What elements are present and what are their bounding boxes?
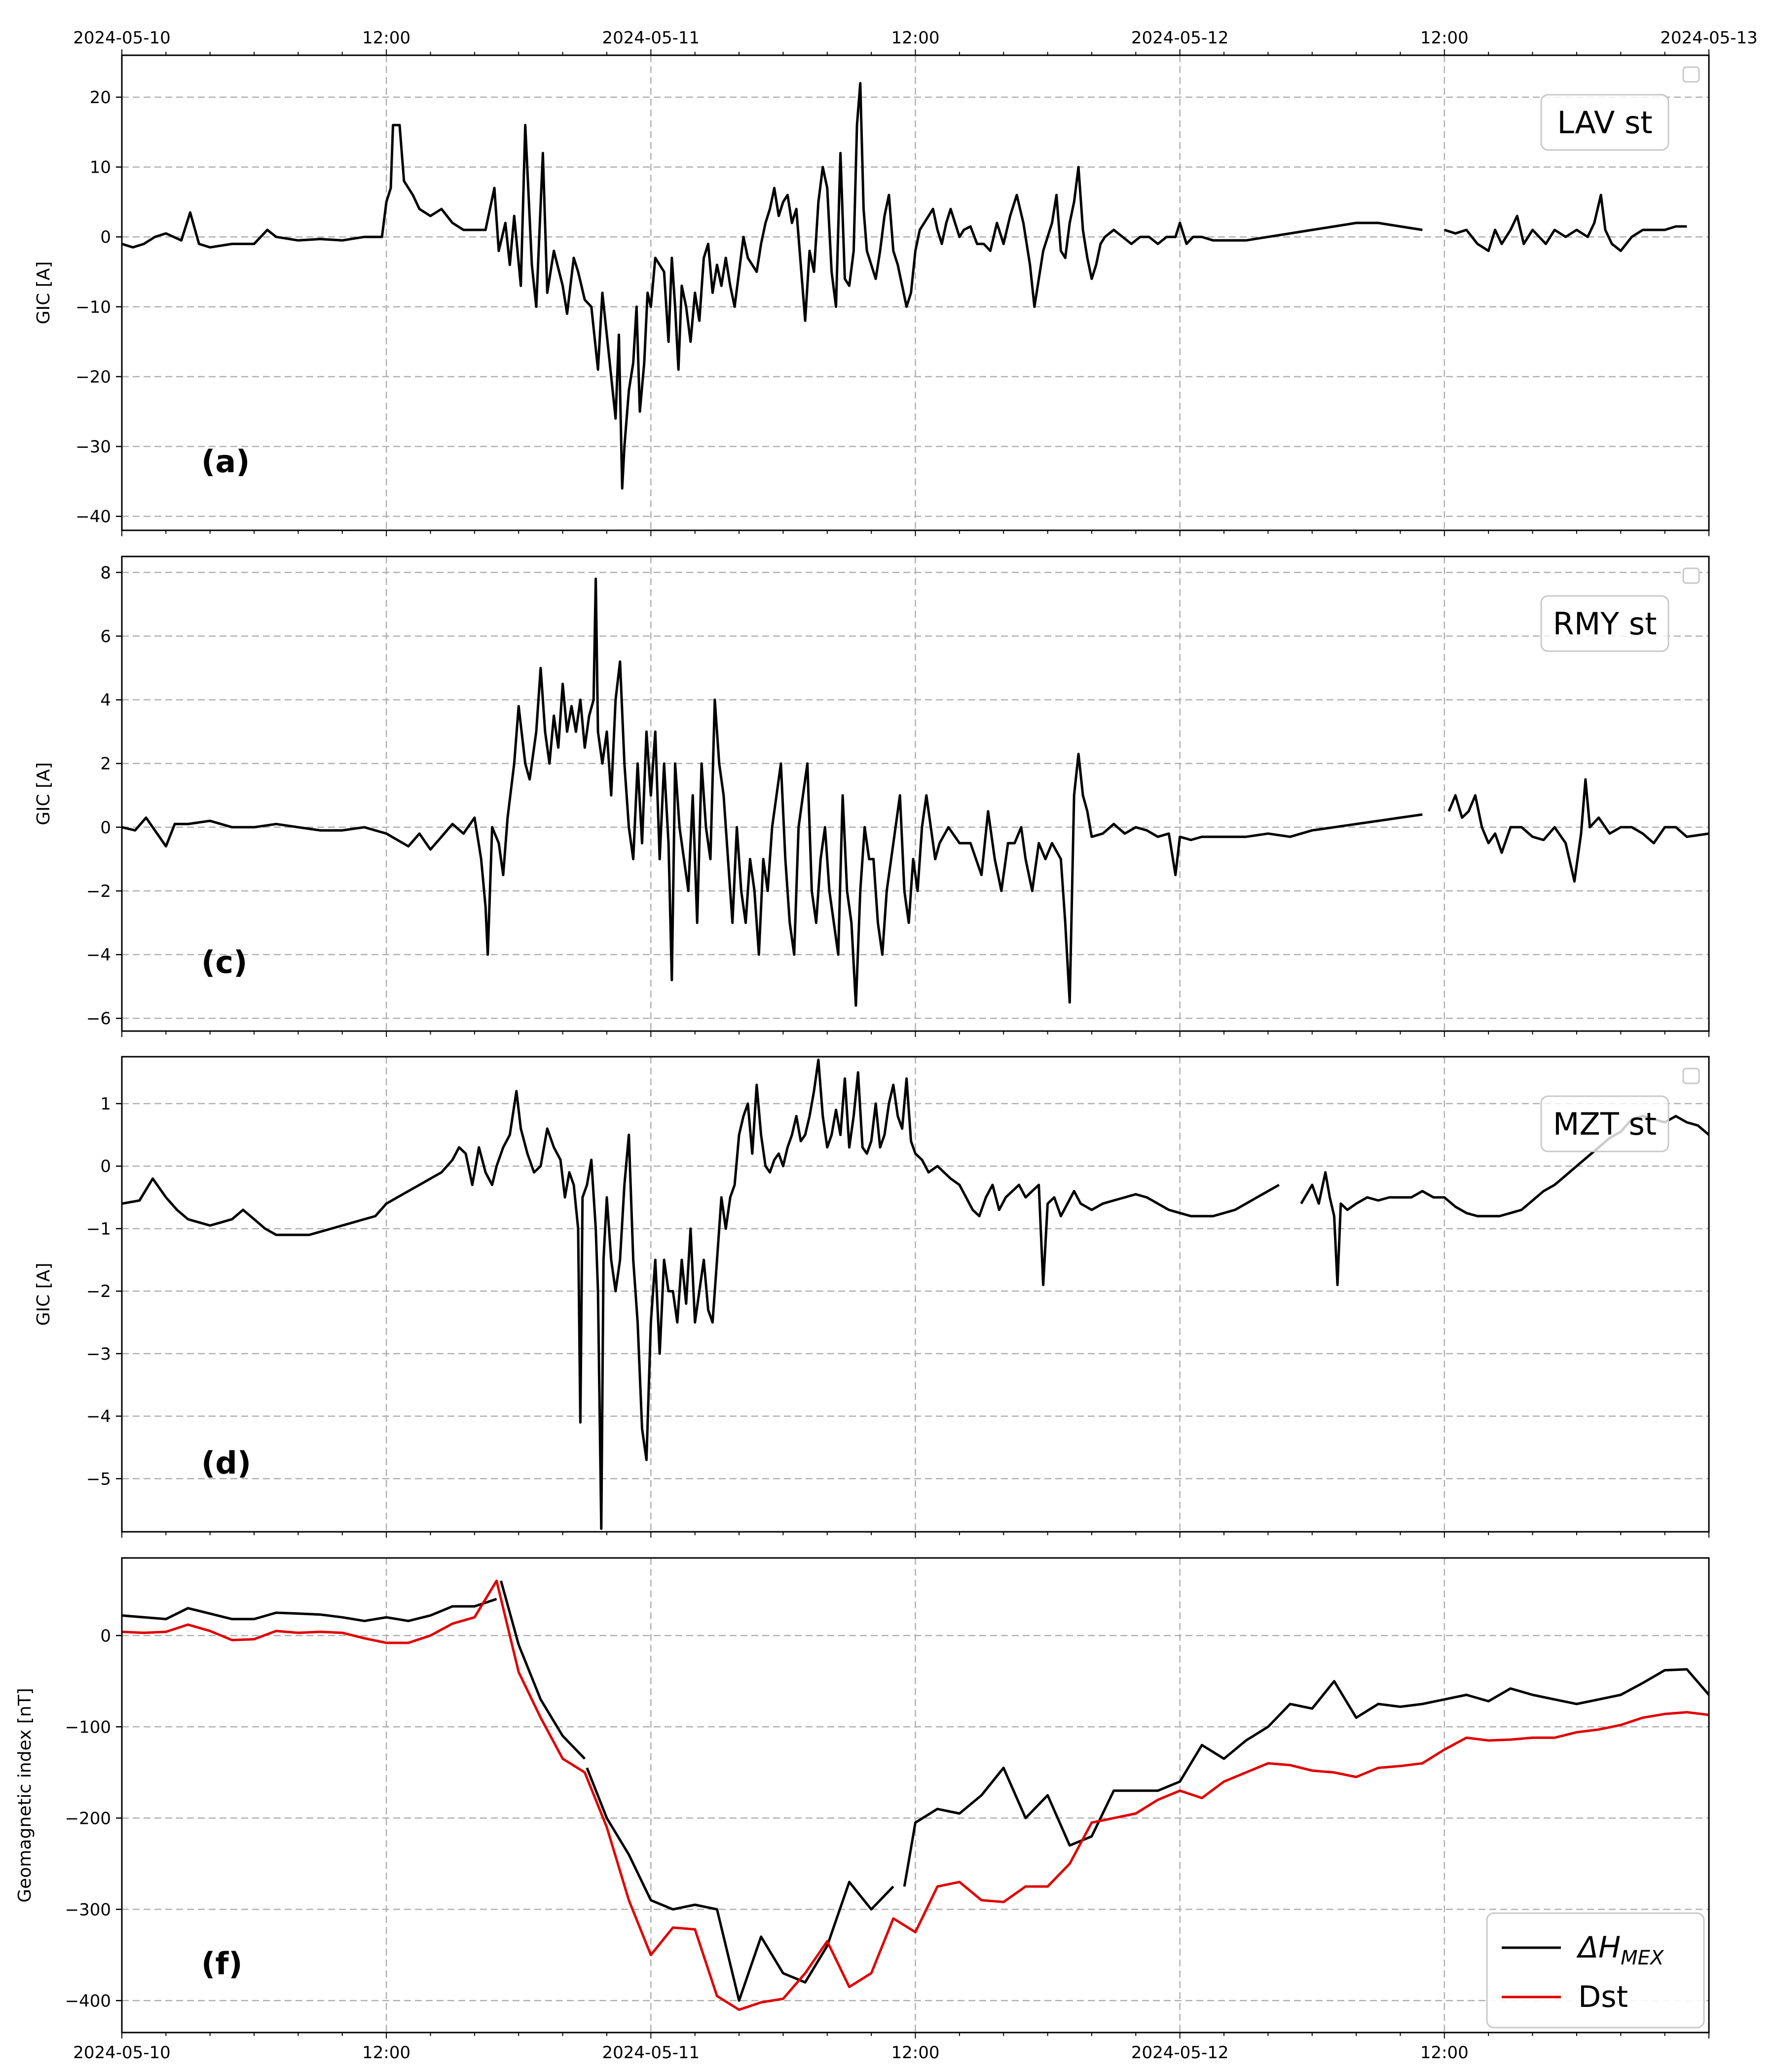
legend-entry-1: Dst: [1578, 1980, 1628, 2014]
y-tick-label: −300: [65, 1900, 111, 1920]
station-label: MZT st: [1553, 1106, 1657, 1142]
y-tick-label: −40: [75, 507, 111, 527]
empty-legend-box: [1682, 1068, 1700, 1084]
series-line-h: [122, 1597, 497, 1623]
y-tick-label: 0: [100, 818, 111, 838]
panel-d: 1 0 −1 −2 −3 −4 −5 GIC [A] (d) MZT st: [34, 1056, 1710, 1538]
x-tick-label: 12:00: [1420, 2043, 1469, 2063]
y-tick-label: −6: [86, 1009, 111, 1029]
x-tick-label: 2024-05-10: [73, 2043, 171, 2063]
series-line-h: [903, 1668, 1709, 1887]
y-tick-label: −3: [86, 1344, 111, 1364]
x-tick-label: 12:00: [891, 2043, 940, 2063]
x-tick-label-top: 2024-05-13: [1660, 28, 1758, 48]
legend-entry-label: ΔH: [1576, 1930, 1621, 1965]
panel-label: (d): [201, 1445, 251, 1481]
series-line-gic: [122, 82, 1423, 490]
y-tick-label: 0: [100, 227, 111, 247]
axes-frame: [121, 1557, 1710, 2034]
x-tick-label-top: 12:00: [891, 28, 940, 48]
y-axis-label: Geomagnetic index [nT]: [15, 1688, 35, 1902]
y-tick-label: −200: [65, 1809, 111, 1828]
x-tick-label: 12:00: [362, 2043, 410, 2063]
y-tick-label: −100: [65, 1717, 111, 1737]
y-tick-label: 4: [100, 691, 111, 710]
empty-legend-box: [1682, 66, 1700, 83]
axes-frame: [121, 1056, 1710, 1533]
series-line-h: [586, 1767, 894, 2002]
station-label: RMY st: [1553, 606, 1657, 642]
x-tick-label: 2024-05-11: [602, 2043, 700, 2063]
x-tick-label-top: 2024-05-10: [73, 28, 171, 48]
series-line-gic: [122, 577, 1423, 1007]
y-tick-label: −1: [86, 1219, 111, 1239]
panel-label: (c): [201, 944, 247, 980]
y-axis-label: GIC [A]: [34, 261, 54, 325]
y-tick-label: −5: [86, 1469, 111, 1489]
legend-box: [1486, 1912, 1705, 2029]
axes-frame: [121, 555, 1710, 1032]
series-line-h: [500, 1580, 586, 1760]
y-tick-label: −400: [65, 1991, 111, 2011]
y-tick-label: 10: [90, 158, 111, 178]
y-axis-label: GIC [A]: [34, 762, 54, 825]
panel-a: 20 10 0 −10 −20 −30 −40 GIC [A] (a) LAV st 2024-05…: [34, 28, 1758, 536]
legend-entry-label: Dst: [1578, 1980, 1628, 2014]
y-tick-label: −4: [86, 945, 111, 965]
y-axis-label: GIC [A]: [34, 1263, 54, 1326]
y-tick-label: 1: [100, 1094, 111, 1114]
legend-entry-subscript: MEX: [1621, 1947, 1665, 1969]
station-label-box: [1540, 595, 1669, 652]
y-tick-label: −30: [75, 437, 111, 457]
y-tick-label: −4: [86, 1407, 111, 1427]
y-tick-label: −10: [75, 297, 111, 317]
y-tick-label: 6: [100, 627, 111, 646]
axes-frame: [121, 54, 1710, 531]
panel-c: 8 6 4 2 0 −2 −4 −6 GIC [A] (c) RMY st: [34, 555, 1710, 1037]
x-tick-label-top: 12:00: [362, 28, 410, 48]
panel-label: (f): [201, 1946, 243, 1982]
y-tick-label: −2: [86, 882, 111, 901]
y-tick-label: −20: [75, 367, 111, 387]
panel-f: 0 −100 −200 −300 −400 Geomagnetic index [nT] (…: [15, 1557, 1710, 2063]
y-tick-label: 0: [100, 1626, 111, 1646]
station-label-box: [1540, 94, 1669, 151]
legend-entry-0: ΔHMEX: [1576, 1930, 1665, 1969]
series-line-dst: [122, 1579, 1709, 2011]
series-line-gic: [1447, 778, 1709, 883]
y-tick-label: 8: [100, 563, 111, 583]
y-tick-label: 20: [90, 88, 111, 108]
x-tick-label-top: 2024-05-12: [1131, 28, 1229, 48]
panel-label: (a): [201, 444, 250, 480]
station-label-box: [1540, 1095, 1669, 1152]
y-tick-label: −2: [86, 1282, 111, 1301]
x-tick-label-top: 2024-05-11: [602, 28, 700, 48]
y-tick-label: 2: [100, 754, 111, 774]
series-line-gic: [1444, 193, 1687, 252]
x-tick-label: 2024-05-12: [1131, 2043, 1229, 2063]
empty-legend-box: [1682, 567, 1700, 584]
x-tick-label-top: 12:00: [1420, 28, 1469, 48]
station-label: LAV st: [1557, 105, 1652, 141]
series-line-gic: [122, 1058, 1280, 1530]
y-tick-label: 0: [100, 1157, 111, 1177]
